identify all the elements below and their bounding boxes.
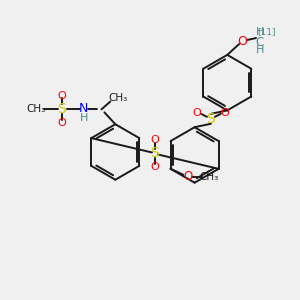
Text: N: N (79, 102, 88, 115)
Text: O: O (184, 170, 193, 183)
Text: H: H (256, 27, 264, 37)
Text: S: S (151, 146, 159, 161)
Text: S: S (207, 112, 215, 126)
Text: O: O (220, 108, 229, 118)
Text: H: H (256, 45, 264, 55)
Text: CH₃: CH₃ (200, 172, 219, 182)
Text: [11]: [11] (258, 28, 276, 37)
Text: O: O (57, 118, 66, 128)
Text: O: O (237, 34, 247, 47)
Text: CH₃: CH₃ (109, 94, 128, 103)
Text: O: O (151, 162, 159, 172)
Text: H: H (80, 113, 88, 123)
Text: O: O (151, 135, 159, 145)
Text: C: C (256, 35, 264, 49)
Text: O: O (57, 91, 66, 100)
Text: O: O (193, 108, 201, 118)
Text: CH₃: CH₃ (26, 104, 46, 114)
Text: S: S (57, 102, 66, 116)
